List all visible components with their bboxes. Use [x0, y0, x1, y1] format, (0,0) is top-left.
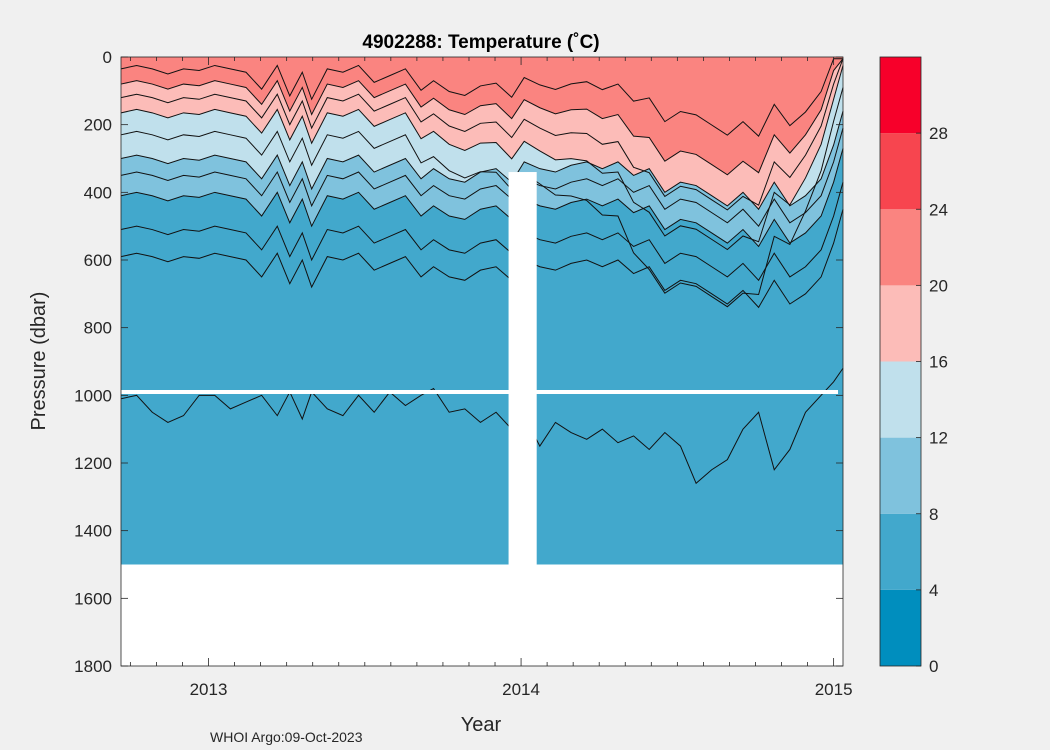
isotherm-line	[120, 65, 844, 251]
colorbar-tick-label: 28	[929, 124, 948, 143]
y-axis-label: Pressure (dbar)	[28, 292, 50, 431]
y-tick-label: 800	[84, 319, 112, 338]
colorbar-band	[880, 361, 921, 438]
colorbar-band	[880, 209, 921, 286]
y-tick-label: 1200	[74, 454, 112, 473]
missing-data-masks	[121, 172, 843, 667]
temperature-band	[121, 57, 843, 137]
isotherm-line	[120, 182, 844, 282]
colorbar-bands	[880, 57, 921, 666]
colorbar-tick-label: 0	[929, 657, 938, 676]
data-gap-mask	[508, 172, 537, 667]
colorbar-band	[880, 589, 921, 666]
y-tick-label: 200	[84, 116, 112, 135]
colorbar-ticks: 0 4 8 12 16 20 24 28	[916, 124, 948, 676]
y-tick-label: 1000	[74, 386, 112, 405]
colorbar-band	[880, 133, 921, 210]
colorbar-band	[880, 57, 921, 134]
colorbar-tick-label: 4	[929, 581, 938, 600]
y-tick-label: 1400	[74, 522, 112, 541]
colorbar-band	[880, 513, 921, 590]
y-tick-label: 0	[103, 48, 112, 67]
y-tick-label: 1600	[74, 589, 112, 608]
temperature-band	[121, 111, 843, 227]
y-tick-label: 600	[84, 251, 112, 270]
temperature-band	[121, 58, 843, 210]
x-tick-label: 2013	[190, 680, 228, 699]
temperature-band	[121, 128, 843, 247]
temperature-band	[121, 368, 843, 565]
colorbar-tick-label: 12	[929, 429, 948, 448]
contour-fills	[121, 57, 843, 565]
colorbar-tick-label: 20	[929, 276, 948, 295]
chart-title: 4902288: Temperature (˚C)	[362, 32, 599, 53]
temperature-band	[121, 209, 843, 484]
y-tick-label: 1800	[74, 657, 112, 676]
isotherm-line	[120, 58, 844, 211]
temperature-band	[121, 148, 843, 281]
x-tick-label: 2015	[815, 680, 853, 699]
temperature-band	[121, 182, 843, 308]
isotherm-line	[120, 127, 844, 228]
colorbar-tick-label: 8	[929, 505, 938, 524]
y-axis: 0 200 400 600 800 1000 1200 1400 1600 1800	[74, 48, 843, 676]
colorbar-tick-label: 24	[929, 200, 948, 219]
contour-lines	[120, 58, 844, 485]
colorbar-tick-label: 16	[929, 353, 948, 372]
x-axis: 2013 2014 2015	[129, 57, 853, 699]
colorbar: 0 4 8 12 16 20 24 28	[879, 56, 948, 676]
x-axis-label: Year	[461, 714, 502, 736]
plot-frame	[120, 56, 844, 667]
below-profile-mask	[121, 564, 843, 666]
footer-credit: WHOI Argo:09-Oct-2023	[210, 729, 363, 745]
isotherm-line	[120, 209, 844, 309]
colorbar-band	[880, 437, 921, 514]
y-tick-label: 400	[84, 183, 112, 202]
isotherm-line	[120, 58, 844, 176]
colorbar-band	[880, 285, 921, 362]
isotherm-line	[120, 110, 844, 211]
isotherm-line	[120, 148, 844, 248]
isotherm-line	[120, 367, 844, 485]
temperature-band	[121, 58, 843, 175]
isotherm-line	[120, 58, 843, 137]
x-tick-label: 2014	[502, 680, 540, 699]
